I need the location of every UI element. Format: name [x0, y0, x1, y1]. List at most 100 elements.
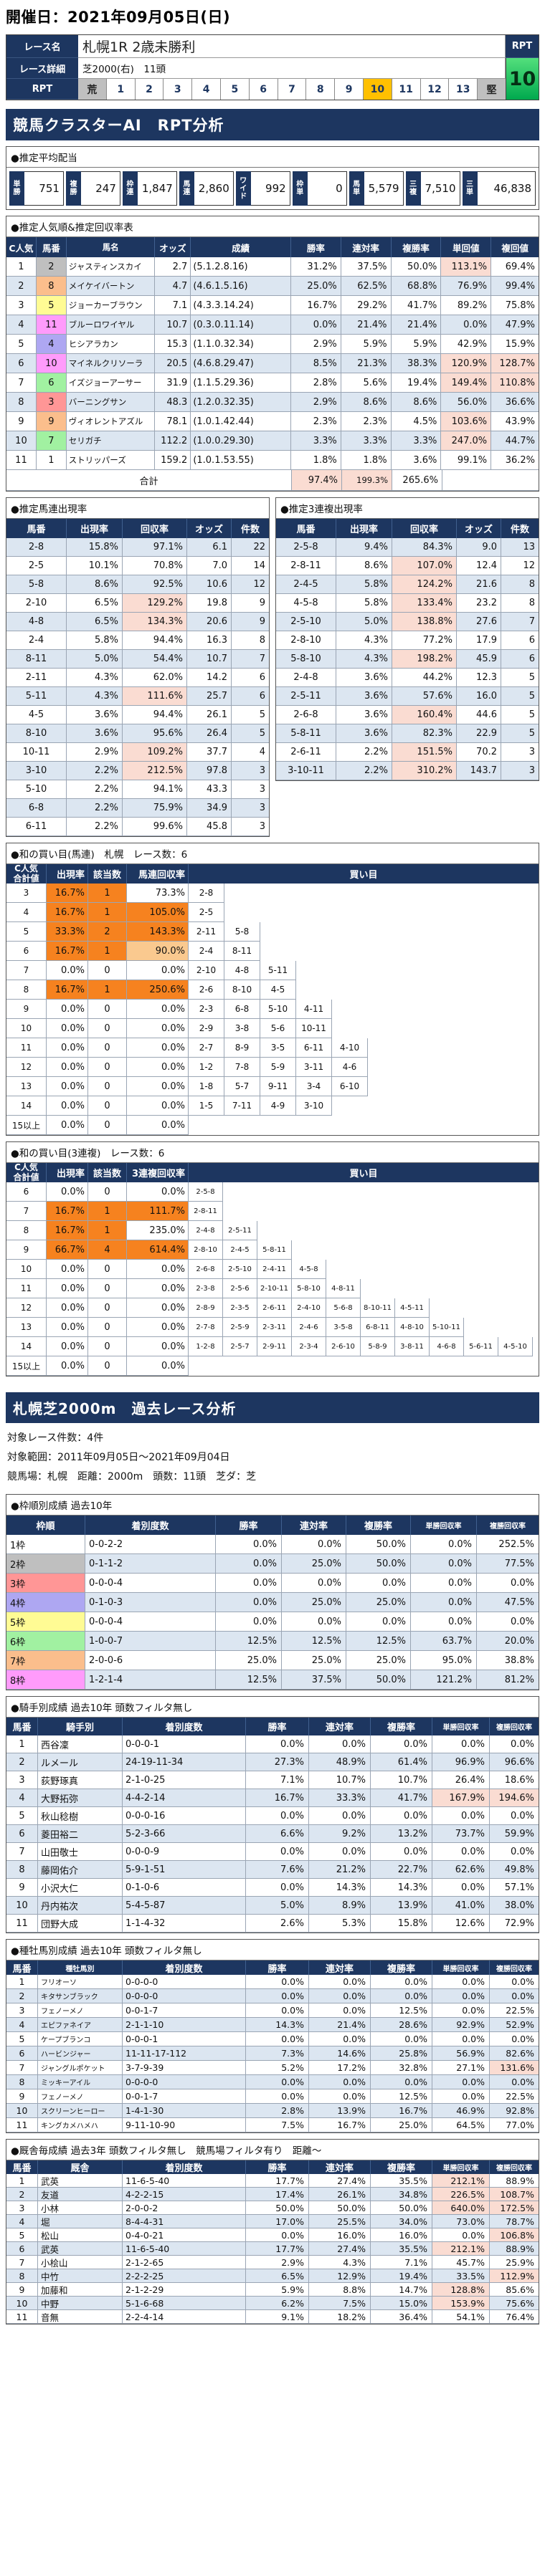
win-roi-cell: 212.1% — [432, 2242, 490, 2256]
win-roi-cell: 0.0% — [411, 1593, 477, 1612]
pick-cell: 5-11 — [260, 961, 296, 980]
pick-cell: 5-6-11 — [464, 1337, 498, 1356]
rate-cell: 0.0% — [47, 1116, 88, 1135]
win-roi-cell: 0.0% — [432, 1989, 490, 2003]
pick-cell: 4-11 — [296, 1000, 332, 1019]
win-rate-cell: 0.0% — [246, 2032, 309, 2046]
pick-cell: 2-8 — [189, 884, 224, 903]
odds-cell: 19.8 — [187, 594, 232, 613]
roi-cell: 0.0% — [127, 1096, 189, 1116]
win-rate-cell: 8.5% — [290, 354, 341, 373]
pick-cell: 5-8-9 — [361, 1337, 395, 1356]
quinella-rate-cell: 8.6% — [341, 393, 392, 412]
rpt-scale-cell[interactable]: 11 — [392, 79, 421, 100]
roi-cell: 111.7% — [127, 1202, 189, 1221]
win-roi-cell: 0.0% — [432, 1735, 490, 1753]
sire-name-cell: スクリーンヒーロー — [38, 2104, 123, 2118]
picks: 1-2 7-8 5-9 3-11 4-6 — [189, 1058, 539, 1077]
rate-cell: 8.6% — [336, 557, 392, 575]
popularity-section: ●推定人気順&推定回収率表 C人気 馬番 馬名 オッズ 成績 勝率 連対率 複勝… — [6, 216, 539, 492]
pick-cell: 1-2 — [189, 1058, 224, 1077]
sire-results-section: ●種牡馬別成績 過去10年 頭数フィルタ無し 馬番 種牡馬別 着別度数 勝率 連… — [6, 1939, 539, 2133]
rpt-scale-cell[interactable]: 4 — [192, 79, 221, 100]
rate-cell: 4.3% — [336, 631, 392, 650]
odds-cell: 25.7 — [187, 687, 232, 706]
horse-number-cell: 7 — [6, 2256, 38, 2269]
stable-name-cell: 中野 — [38, 2297, 123, 2310]
roi-cell: 94.4% — [123, 706, 187, 724]
rank-sum-cell: 10 — [6, 1019, 47, 1038]
quinella-rate-cell: 21.4% — [341, 315, 392, 335]
wa-row: 12 0.0% 0 0.0% 2-8-9 2-3-5 2-6-11 2-4-10… — [6, 1298, 539, 1318]
quinella-rate-cell: 0.0% — [282, 1574, 346, 1593]
win-rate-cell: 2.9% — [290, 393, 341, 412]
rpt-scale-cell[interactable]: 13 — [449, 79, 478, 100]
record-cell: 2-0-0-6 — [85, 1651, 216, 1670]
horse-number-cell: 7 — [6, 2061, 38, 2075]
win-roi-cell: 0.0% — [432, 1807, 490, 1825]
horse-number-cell: 4 — [6, 1789, 38, 1807]
rpt-scale-cell[interactable]: 1 — [107, 79, 136, 100]
horse-number-cell: 4 — [6, 2018, 38, 2032]
rpt-scale-cell[interactable]: 7 — [278, 79, 307, 100]
race-detail: 芝2000(右) 11頭 — [78, 58, 506, 79]
win-roi-cell: 89.2% — [441, 296, 492, 315]
odds-cell: 44.6 — [457, 706, 501, 724]
horse-number-cell: 9 — [6, 2089, 38, 2104]
rpt-scale-cell[interactable]: 5 — [221, 79, 250, 100]
show-rate-cell: 16.7% — [371, 2104, 432, 2118]
rpt-scale-cell[interactable]: 6 — [250, 79, 278, 100]
horse-number-cell: 9 — [36, 412, 67, 431]
pick-cell: 1-2-8 — [189, 1337, 223, 1356]
record-cell: (1.0.1.53.55) — [191, 451, 291, 470]
wa-row: 13 0.0% 0 0.0% 1-8 5-7 9-11 3-4 6-10 — [6, 1077, 539, 1096]
count-cell: 0 — [88, 1077, 127, 1096]
win-roi-cell: 96.9% — [432, 1753, 490, 1771]
win-roi-cell: 95.0% — [411, 1651, 477, 1670]
rate-cell: 2.2% — [67, 780, 123, 799]
rank-sum-cell: 3 — [6, 884, 47, 903]
rpt-scale-cell[interactable]: 12 — [421, 79, 450, 100]
record-cell: 0-0-0-16 — [123, 1807, 246, 1825]
roi-cell: 84.3% — [392, 538, 457, 557]
quinella-rate-cell: 13.9% — [309, 2104, 371, 2118]
horse-name-cell: ヒシアラカン — [66, 335, 156, 354]
sire-name-cell: ケープブランコ — [38, 2032, 123, 2046]
show-roi-cell: 75.8% — [491, 296, 539, 315]
show-rate-cell: 15.8% — [371, 1915, 432, 1933]
picks: 2-6-8 2-5-10 2-4-11 4-5-8 — [189, 1260, 539, 1279]
rank-sum-cell: 6 — [6, 942, 47, 961]
sire-name-cell: フリオーソ — [38, 1975, 123, 1989]
rpt-scale-cell[interactable]: 9 — [335, 79, 364, 100]
umaren-row: 2-4 5.8% 94.4% 16.3 8 — [6, 631, 269, 650]
rpt-scale-cell[interactable]: 8 — [306, 79, 336, 100]
rpt-scale-cell[interactable]: 3 — [164, 79, 193, 100]
popularity-row: 10 7 セリガチ 112.2 (1.0.0.29.30) 3.3% 3.3% … — [6, 431, 539, 451]
rpt-scale-cell[interactable]: 10 — [363, 79, 392, 100]
win-roi-cell: 167.9% — [432, 1789, 490, 1807]
pick-cell: 4-5-10 — [498, 1337, 533, 1356]
count-cell: 6 — [501, 631, 539, 650]
sanren-row: 5-8-10 4.3% 198.2% 45.9 6 — [276, 650, 539, 669]
horse-name-cell: ブルーロワイヤル — [66, 315, 156, 335]
trio-cell: 2-4-8 — [276, 669, 336, 687]
horse-name-cell: ジョーカーブラウン — [66, 296, 156, 315]
rpt-scale-cell[interactable]: 堅 — [478, 79, 506, 100]
rate-cell: 0.0% — [47, 1298, 88, 1318]
show-roi-cell: 172.5% — [490, 2201, 539, 2215]
payout-value: 46,838 — [477, 171, 536, 206]
jockey-name-cell: 団野大成 — [38, 1915, 123, 1933]
rpt-scale-cell[interactable]: 荒 — [78, 79, 107, 100]
horse-name-cell: セリガチ — [66, 431, 156, 451]
pick-cell: 3-11 — [296, 1058, 332, 1077]
show-rate-cell: 13.9% — [371, 1897, 432, 1915]
sire-row: 7 ジャングルポケット 3-7-9-39 5.2% 17.2% 32.8% 27… — [6, 2061, 539, 2075]
race-name-label: レース名 — [6, 35, 78, 58]
rpt-scale-cell[interactable]: 2 — [136, 79, 164, 100]
quinella-rate-cell: 0.0% — [309, 2003, 371, 2018]
quinella-rate-cell: 37.5% — [282, 1670, 346, 1690]
quinella-rate-cell: 0.0% — [309, 2032, 371, 2046]
payout-item: 複勝 247 — [65, 171, 120, 206]
win-roi-cell: 33.5% — [432, 2269, 490, 2283]
win-roi-cell: 42.9% — [441, 335, 492, 354]
